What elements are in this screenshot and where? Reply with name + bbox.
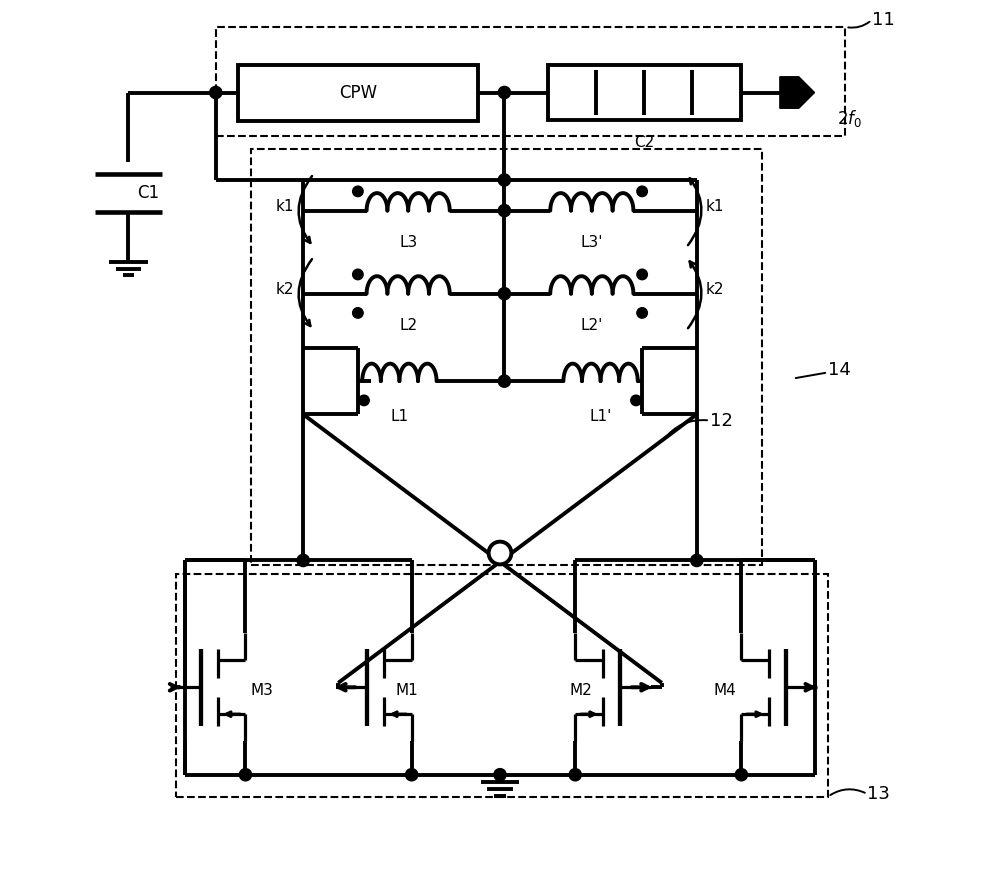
Circle shape: [489, 541, 511, 564]
Circle shape: [210, 87, 222, 99]
Text: M2: M2: [569, 683, 592, 698]
Circle shape: [353, 307, 363, 318]
Circle shape: [498, 287, 510, 300]
Text: M4: M4: [713, 683, 736, 698]
Bar: [251, 150, 762, 565]
Circle shape: [353, 269, 363, 279]
Text: CPW: CPW: [339, 83, 377, 102]
Circle shape: [637, 307, 647, 318]
Text: k2: k2: [276, 282, 294, 297]
Text: C1: C1: [137, 184, 159, 202]
Circle shape: [494, 768, 506, 781]
Text: L3': L3': [581, 235, 603, 250]
Circle shape: [637, 269, 647, 279]
Text: M1: M1: [395, 683, 418, 698]
Circle shape: [239, 768, 252, 781]
Circle shape: [569, 768, 581, 781]
Circle shape: [498, 375, 510, 387]
Text: L1: L1: [390, 409, 408, 424]
Text: k1: k1: [706, 199, 724, 214]
Circle shape: [297, 555, 309, 567]
Text: k1: k1: [276, 199, 294, 214]
Text: 14: 14: [828, 361, 851, 378]
Text: L1': L1': [589, 409, 612, 424]
Circle shape: [498, 87, 510, 99]
Text: L2: L2: [399, 318, 417, 333]
Text: 11: 11: [872, 11, 894, 29]
Circle shape: [637, 186, 647, 196]
Circle shape: [353, 186, 363, 196]
Polygon shape: [780, 77, 815, 109]
Bar: [216, 27, 845, 137]
Circle shape: [498, 204, 510, 216]
Circle shape: [498, 173, 510, 186]
Text: M3: M3: [251, 683, 274, 698]
Circle shape: [631, 395, 641, 406]
Text: L3: L3: [399, 235, 417, 250]
Text: k2: k2: [706, 282, 724, 297]
Bar: [176, 574, 828, 796]
Text: 12: 12: [710, 412, 733, 429]
Text: $2f_0$: $2f_0$: [837, 109, 862, 130]
Circle shape: [359, 395, 369, 406]
Text: C2: C2: [634, 135, 654, 150]
Bar: [238, 66, 478, 121]
Circle shape: [406, 768, 418, 781]
Bar: [548, 66, 741, 120]
Text: 13: 13: [867, 785, 890, 803]
Text: L2': L2': [581, 318, 603, 333]
Circle shape: [691, 555, 703, 567]
Circle shape: [735, 768, 748, 781]
